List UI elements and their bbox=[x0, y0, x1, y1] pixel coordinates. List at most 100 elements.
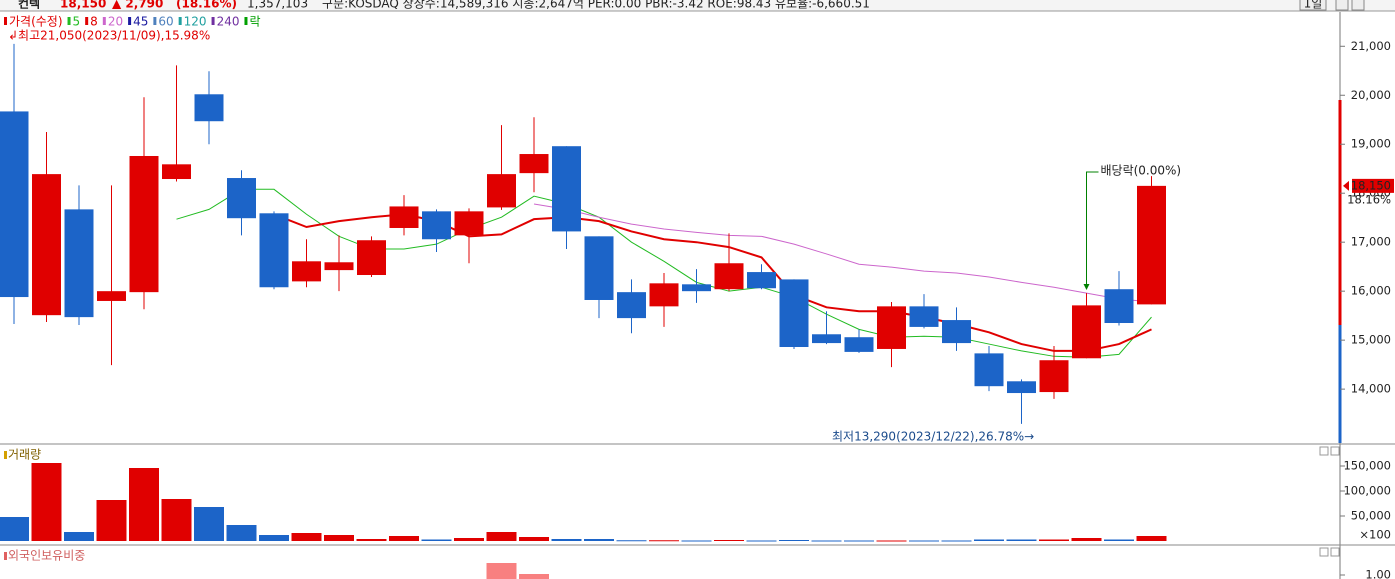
dividend-note: 배당락(0.00%) bbox=[1101, 164, 1182, 178]
bar bbox=[486, 532, 517, 541]
bar bbox=[194, 507, 224, 541]
dividend-arrowhead bbox=[1083, 284, 1090, 290]
y-tick-label: 17,000 bbox=[1351, 235, 1391, 249]
bar bbox=[129, 468, 159, 541]
window-button[interactable] bbox=[1351, 0, 1365, 11]
bar bbox=[681, 540, 712, 542]
legend-swatch bbox=[102, 17, 106, 25]
candle-body bbox=[194, 94, 224, 122]
legend-label: 60 bbox=[158, 15, 173, 29]
candle-body bbox=[974, 353, 1004, 387]
candle-body bbox=[519, 154, 549, 174]
candle-body bbox=[324, 262, 354, 271]
bar bbox=[844, 540, 874, 542]
candle-body bbox=[617, 292, 646, 319]
legend-swatch bbox=[128, 17, 132, 25]
bar bbox=[519, 537, 549, 541]
legend-label: 락 bbox=[249, 15, 260, 29]
header-bar bbox=[0, 0, 1395, 11]
panel-title: 거래량 bbox=[8, 448, 41, 462]
candle-body bbox=[779, 279, 809, 348]
panel-button[interactable] bbox=[1319, 547, 1329, 557]
legend-swatch bbox=[67, 17, 71, 25]
bar bbox=[96, 500, 127, 541]
legend-label: 5 bbox=[73, 15, 81, 29]
candle-body bbox=[454, 211, 484, 236]
candle-body bbox=[227, 178, 256, 219]
candle-body bbox=[1007, 381, 1036, 394]
candle-body bbox=[129, 155, 159, 293]
bar bbox=[1104, 539, 1134, 541]
y-tick-label: 21,000 bbox=[1351, 39, 1391, 53]
low-note: 최저13,290(2023/12/22),26.78%→ bbox=[832, 430, 1034, 444]
stock-info: 구분:KOSDAQ 상장수:14,589,316 시총:2,647억 PER:0… bbox=[322, 0, 870, 11]
window-button[interactable] bbox=[1335, 0, 1349, 11]
bar bbox=[31, 463, 62, 541]
candle-body bbox=[162, 164, 191, 180]
unit-label: ×100 bbox=[1359, 528, 1391, 542]
candle-body bbox=[422, 211, 451, 240]
stock-name: 컨텍 bbox=[18, 0, 40, 11]
legend-swatch bbox=[4, 17, 7, 25]
y-tick-label: 1.00 bbox=[1365, 568, 1391, 579]
legend-label: 8 bbox=[90, 15, 98, 29]
y-tick-label: 20,000 bbox=[1351, 88, 1391, 102]
y-tick-label: 14,000 bbox=[1351, 382, 1391, 396]
bar bbox=[486, 563, 517, 579]
panel-button[interactable] bbox=[1330, 446, 1340, 456]
candle-body bbox=[292, 261, 321, 282]
candle-body bbox=[942, 320, 971, 344]
bar bbox=[519, 574, 549, 579]
y-tick-label: 15,000 bbox=[1351, 333, 1391, 347]
candle-body bbox=[714, 263, 744, 290]
y-tick-label: 19,000 bbox=[1351, 137, 1391, 151]
bar bbox=[779, 540, 809, 541]
bar bbox=[649, 540, 679, 542]
candle-body bbox=[487, 174, 516, 208]
bar bbox=[259, 535, 289, 541]
period-button[interactable] bbox=[1299, 0, 1327, 11]
bar bbox=[454, 538, 484, 541]
candle-body bbox=[1137, 185, 1166, 305]
legend-label: 20 bbox=[108, 15, 123, 29]
last-price-label: 18,150 bbox=[1351, 178, 1391, 192]
bar bbox=[324, 535, 354, 541]
candle-body bbox=[877, 306, 906, 349]
bar bbox=[876, 540, 907, 542]
y-tick-label: 150,000 bbox=[1343, 459, 1391, 473]
candle-body bbox=[552, 146, 581, 232]
last-price-pointer bbox=[1343, 180, 1349, 191]
volume-total: 1,357,103 bbox=[247, 0, 308, 11]
candle-body bbox=[1072, 305, 1101, 359]
candle-body bbox=[64, 209, 94, 318]
candle-body bbox=[584, 236, 614, 300]
last-price-box bbox=[1352, 178, 1394, 193]
bar bbox=[64, 532, 94, 541]
bar bbox=[616, 540, 647, 542]
candle-body bbox=[1104, 289, 1134, 324]
moving-average bbox=[273, 213, 1152, 352]
bar bbox=[291, 533, 322, 541]
candle-body bbox=[259, 213, 289, 288]
change-pct: (18.16%) bbox=[176, 0, 237, 11]
legend-label: 120 bbox=[184, 15, 207, 29]
legend-swatch bbox=[244, 17, 248, 25]
dividend-arrow bbox=[1086, 171, 1099, 289]
y-tick-label: 16,000 bbox=[1351, 284, 1391, 298]
candle-body bbox=[909, 306, 939, 327]
price: 18,150 bbox=[60, 0, 106, 11]
legend-swatch bbox=[178, 17, 182, 25]
legend-swatch bbox=[153, 17, 157, 25]
bar bbox=[1039, 539, 1069, 541]
candle-body bbox=[747, 272, 776, 289]
bar bbox=[1136, 536, 1167, 541]
panel-button[interactable] bbox=[1319, 446, 1329, 456]
bar bbox=[356, 539, 387, 541]
bar bbox=[226, 525, 257, 541]
bar bbox=[941, 540, 972, 542]
legend-swatch bbox=[85, 17, 89, 25]
panel-title: 외국인보유비중 bbox=[8, 549, 85, 563]
candle-body bbox=[1039, 360, 1069, 393]
panel-button[interactable] bbox=[1330, 547, 1340, 557]
